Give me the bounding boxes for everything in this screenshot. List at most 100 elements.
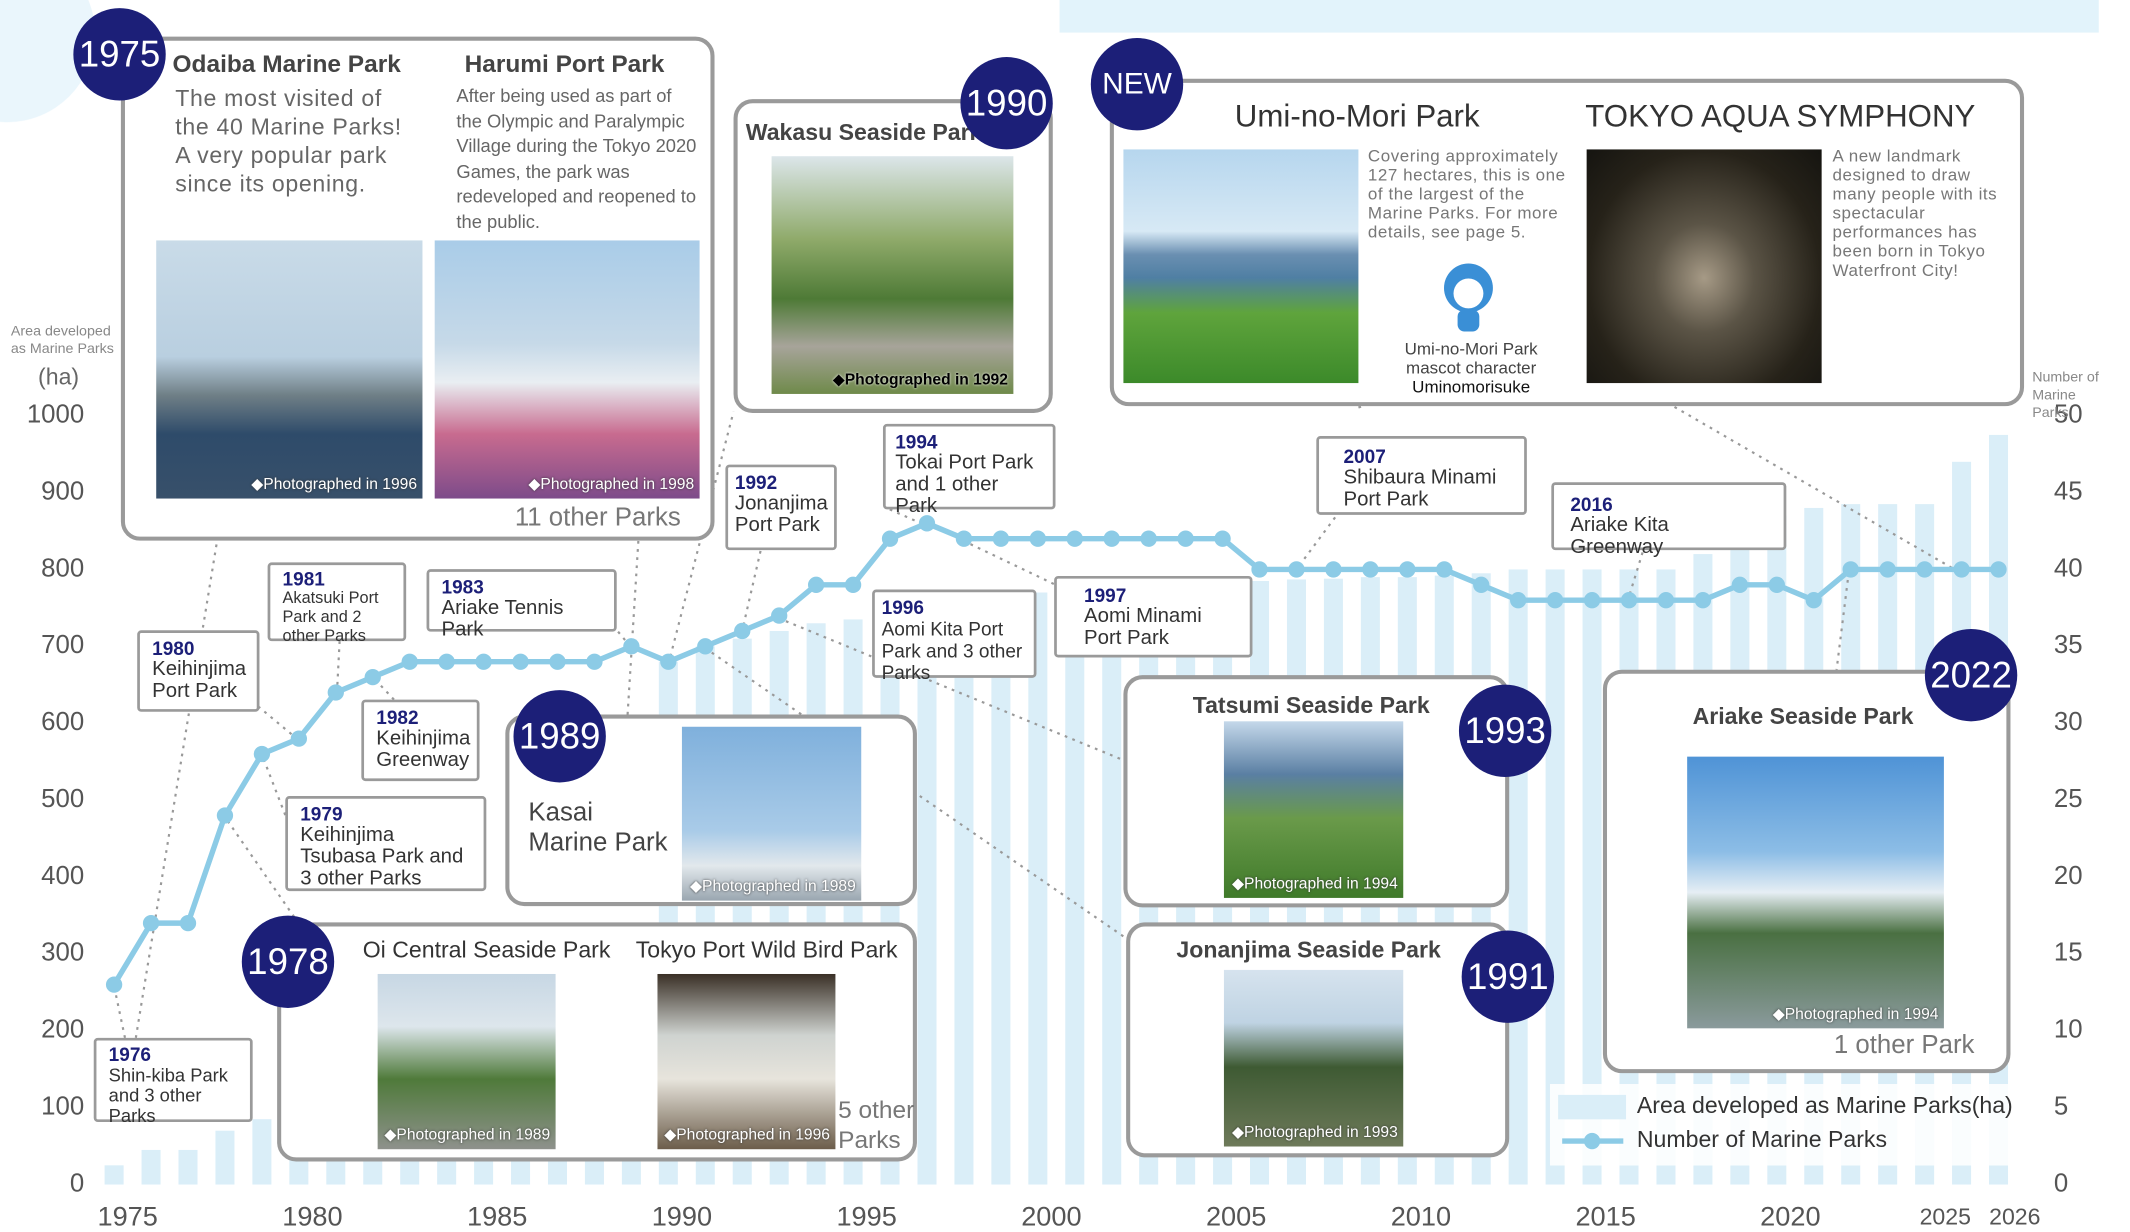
callout-text: Jonanjima Port Park — [735, 492, 828, 537]
photo-caption: ◆Photographed in 1994 — [1773, 1004, 1939, 1023]
badge: 1975 — [73, 8, 165, 100]
photo: ◆Photographed in 1996 — [657, 974, 835, 1149]
line-marker — [586, 654, 602, 670]
line-marker — [1067, 531, 1083, 547]
line-marker — [1325, 561, 1341, 577]
line-marker — [1806, 592, 1822, 608]
x-tick-label: 2025 — [1920, 1204, 1971, 1230]
y2-tick-label: 15 — [2054, 939, 2083, 967]
x-tick-label: 1990 — [652, 1201, 712, 1232]
x-tick-label: 2005 — [1206, 1201, 1266, 1232]
park-name: Wakasu Seaside Park — [746, 120, 983, 147]
line-marker — [919, 515, 935, 531]
badge: 1978 — [242, 916, 334, 1008]
park-name: Tatsumi Seaside Park — [1193, 693, 1430, 720]
note: 11 other Parks — [515, 504, 681, 534]
line-marker — [1621, 592, 1637, 608]
y2-tick-label: 40 — [2054, 554, 2083, 582]
line-marker — [402, 654, 418, 670]
line-marker — [1510, 592, 1526, 608]
callout: 1983Ariake Tennis Park — [427, 569, 617, 631]
bar — [917, 608, 936, 1185]
callout-text: Tokai Port Park and 1 other Park — [895, 451, 1033, 518]
x-tick-label: 2010 — [1391, 1201, 1451, 1232]
connector — [628, 539, 639, 714]
park-name: Kasai Marine Park — [528, 799, 677, 859]
line-marker — [549, 654, 565, 670]
line-marker — [956, 531, 972, 547]
line-marker — [1658, 592, 1674, 608]
callout-year: 1992 — [735, 471, 827, 493]
y-tick-label: 900 — [41, 477, 84, 505]
photo-caption: ◆Photographed in 1989 — [384, 1125, 550, 1144]
y2-axis-label: Number of Marine Parks — [2032, 369, 2114, 422]
photo-caption: ◆Photographed in 1992 — [833, 369, 1008, 388]
park-description: After being used as part of the Olympic … — [456, 84, 698, 235]
callout-year: 2007 — [1343, 446, 1499, 468]
callout-text: Keihinjima Greenway — [376, 727, 470, 772]
x-tick-label: 2026 — [1989, 1204, 2040, 1230]
line-marker — [1953, 561, 1969, 577]
line-marker — [1547, 592, 1563, 608]
line-marker — [1399, 561, 1415, 577]
bar — [178, 1150, 197, 1185]
line-marker — [1104, 531, 1120, 547]
callout-year: 1982 — [376, 706, 464, 728]
park-name: Ariake Seaside Park — [1693, 704, 1914, 731]
bar — [954, 600, 973, 1184]
callout-year: 1980 — [152, 637, 244, 659]
callout-text: Aomi Minami Port Park — [1084, 604, 1202, 649]
y2-tick-label: 0 — [2054, 1169, 2068, 1197]
callout-text: Keihinjima Port Park — [152, 657, 246, 702]
line-marker — [291, 730, 307, 746]
callout: 1994Tokai Port Park and 1 other Park — [883, 424, 1056, 510]
line-marker — [845, 577, 861, 593]
photo: ◆Photographed in 1996 — [156, 240, 422, 498]
line-marker — [254, 746, 270, 762]
callout-text: Keihinjima Tsubasa Park and 3 other Park… — [300, 823, 463, 890]
bar — [105, 1165, 124, 1184]
photo-caption: ◆Photographed in 1994 — [1232, 873, 1398, 892]
y-tick-label: 700 — [41, 631, 84, 659]
line-marker — [1695, 592, 1711, 608]
line-marker — [808, 577, 824, 593]
mascot-body — [1458, 310, 1480, 332]
legend-swatch — [1584, 1133, 1600, 1149]
line-marker — [1584, 592, 1600, 608]
callout-text: Ariake Kita Greenway — [1570, 513, 1669, 558]
x-tick-label: 2015 — [1575, 1201, 1635, 1232]
park-name: Harumi Port Park — [465, 50, 665, 79]
callout-year: 1983 — [441, 576, 601, 598]
x-tick-label: 1995 — [836, 1201, 896, 1232]
connector — [114, 986, 125, 1038]
y2-tick-label: 25 — [2054, 785, 2083, 813]
line-marker — [143, 915, 159, 931]
line-marker — [623, 638, 639, 654]
y-axis-unit: (ha) — [38, 364, 79, 391]
bar — [252, 1119, 271, 1184]
line-marker — [180, 915, 196, 931]
park-name: TOKYO AQUA SYMPHONY — [1585, 98, 1975, 135]
line-marker — [475, 654, 491, 670]
callout-year: 2016 — [1570, 493, 1767, 515]
canvas: 0100200300400500600700800900100005101520… — [0, 0, 2130, 1232]
y-axis-label: Area developed as Marine Parks — [11, 323, 120, 358]
legend-label: Area developed as Marine Parks(ha) — [1637, 1092, 2013, 1118]
park-description: A new landmark designed to draw many peo… — [1833, 147, 2010, 280]
bar — [1509, 569, 1528, 1184]
y-tick-label: 0 — [70, 1169, 84, 1197]
note: 1 other Park — [1834, 1031, 1975, 1061]
park-name: Tokyo Port Wild Bird Park — [636, 937, 898, 964]
connector — [963, 541, 1054, 584]
callout: 1982Keihinjima Greenway — [361, 700, 479, 782]
park-description: Covering approximately 127 hectares, thi… — [1368, 147, 1572, 242]
callout-text: Ariake Tennis Park — [441, 596, 563, 641]
callout: 1992Jonanjima Port Park — [725, 465, 836, 551]
bar — [991, 596, 1010, 1184]
park-description: The most visited of the 40 Marine Parks!… — [175, 84, 420, 198]
photo: ◆Photographed in 1992 — [772, 156, 1014, 394]
badge: 1991 — [1462, 931, 1554, 1023]
line-marker — [1030, 531, 1046, 547]
